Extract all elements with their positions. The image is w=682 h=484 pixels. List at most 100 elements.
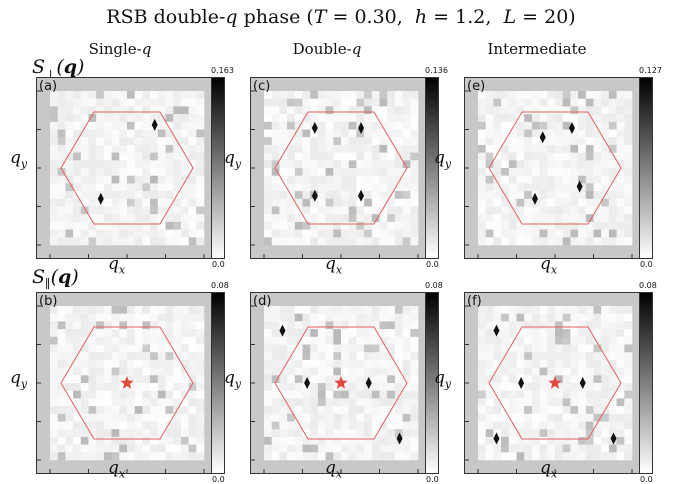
heatmap-cell — [287, 413, 296, 422]
heatmap-cell — [119, 91, 128, 99]
heatmap-cell — [624, 175, 633, 184]
heatmap-cell — [624, 114, 633, 123]
heatmap-cell — [341, 144, 349, 153]
heatmap-cell — [394, 114, 403, 123]
heatmap-cell — [294, 191, 303, 200]
heatmap-cell — [531, 168, 540, 176]
heatmap-cell — [562, 390, 571, 399]
heatmap-cell — [616, 306, 625, 314]
heatmap-cell — [578, 436, 587, 445]
heatmap-cell — [271, 375, 280, 384]
heatmap-cell — [119, 359, 128, 368]
heatmap-cell — [539, 152, 548, 161]
heatmap-cell — [264, 152, 272, 161]
heatmap-cell — [103, 390, 112, 399]
heatmap-cell — [539, 444, 548, 453]
heatmap-cell — [493, 452, 502, 461]
heatmap-cell — [485, 106, 494, 115]
heatmap-cell — [317, 198, 326, 207]
heatmap-cell — [485, 237, 494, 246]
heatmap-cell — [333, 398, 342, 407]
heatmap-cell — [493, 129, 502, 138]
heatmap-cell — [264, 406, 272, 415]
heatmap-cell — [73, 306, 82, 314]
heatmap-cell — [134, 106, 143, 115]
heatmap-cell — [88, 306, 97, 314]
heatmap-cell — [287, 367, 296, 376]
heatmap-cell — [616, 390, 625, 399]
heatmap-cell — [279, 229, 288, 238]
heatmap-cell — [65, 352, 74, 361]
heatmap-cell — [173, 336, 182, 345]
heatmap-cell — [157, 406, 166, 415]
heatmap-cell — [578, 359, 587, 368]
heatmap-cell — [96, 144, 105, 153]
heatmap-cell — [88, 114, 97, 123]
heatmap-cell — [547, 183, 556, 192]
heatmap-cell — [103, 313, 112, 322]
heatmap-cell — [196, 221, 205, 230]
heatmap-cell — [264, 436, 272, 445]
heatmap-cell — [180, 390, 189, 399]
heatmap-cell — [134, 406, 143, 415]
heatmap-cell — [348, 106, 357, 115]
heatmap-cell — [65, 406, 74, 415]
heatmap-cell — [624, 160, 633, 169]
heatmap-cell — [516, 367, 525, 376]
heatmap-cell — [348, 91, 357, 99]
heatmap-cell — [531, 106, 540, 115]
heatmap-cell — [508, 406, 517, 415]
heatmap-cell — [150, 206, 159, 215]
heatmap-cell — [264, 352, 272, 361]
heatmap-cell — [302, 413, 311, 422]
heatmap-cell — [127, 221, 135, 230]
heatmap-cell — [485, 336, 494, 345]
heatmap-cell — [165, 214, 174, 223]
heatmap-cell — [119, 375, 128, 384]
heatmap-cell — [593, 168, 602, 176]
heatmap-cell — [493, 375, 502, 384]
heatmap-cell — [410, 121, 419, 130]
heatmap-cell — [65, 191, 74, 200]
heatmap-cell — [608, 98, 617, 107]
heatmap-cell — [578, 114, 587, 123]
heatmap-cell — [165, 375, 174, 384]
heatmap-cell — [585, 306, 594, 314]
heatmap-cell — [80, 114, 89, 123]
heatmap-cell — [585, 421, 594, 430]
heatmap-cell — [180, 206, 189, 215]
heatmap-cell — [287, 383, 296, 391]
panel-label: (f) — [467, 294, 482, 309]
heatmap-cell — [516, 168, 525, 176]
heatmap-cell — [394, 352, 403, 361]
heatmap-cell — [562, 121, 571, 130]
heatmap-cell — [333, 421, 342, 430]
heatmap-cell — [88, 191, 97, 200]
heatmap-cell — [165, 429, 174, 438]
heatmap-cell — [80, 429, 89, 438]
heatmap-cell — [478, 191, 486, 200]
heatmap-cell — [127, 336, 135, 345]
heatmap-cell — [501, 129, 510, 138]
heatmap-cell — [562, 436, 571, 445]
heatmap-cell — [271, 214, 280, 223]
heatmap-cell — [387, 144, 396, 153]
heatmap-cell — [341, 229, 349, 238]
heatmap-cell — [279, 214, 288, 223]
heatmap-cell — [601, 98, 610, 107]
heatmap-cell — [578, 98, 587, 107]
heatmap-cell — [142, 321, 151, 330]
heatmap-cell — [165, 390, 174, 399]
heatmap-cell — [180, 413, 189, 422]
heatmap-cell — [478, 206, 486, 215]
heatmap-cell — [601, 175, 610, 184]
heatmap-cell — [80, 106, 89, 115]
heatmap-cell — [593, 352, 602, 361]
heatmap-cell — [348, 359, 357, 368]
heatmap-cell — [410, 191, 419, 200]
heatmap-cell — [180, 129, 189, 138]
heatmap-cell — [485, 429, 494, 438]
heatmap-cell — [410, 175, 419, 184]
heatmap-cell — [624, 214, 633, 223]
heatmap-cell — [119, 144, 128, 153]
